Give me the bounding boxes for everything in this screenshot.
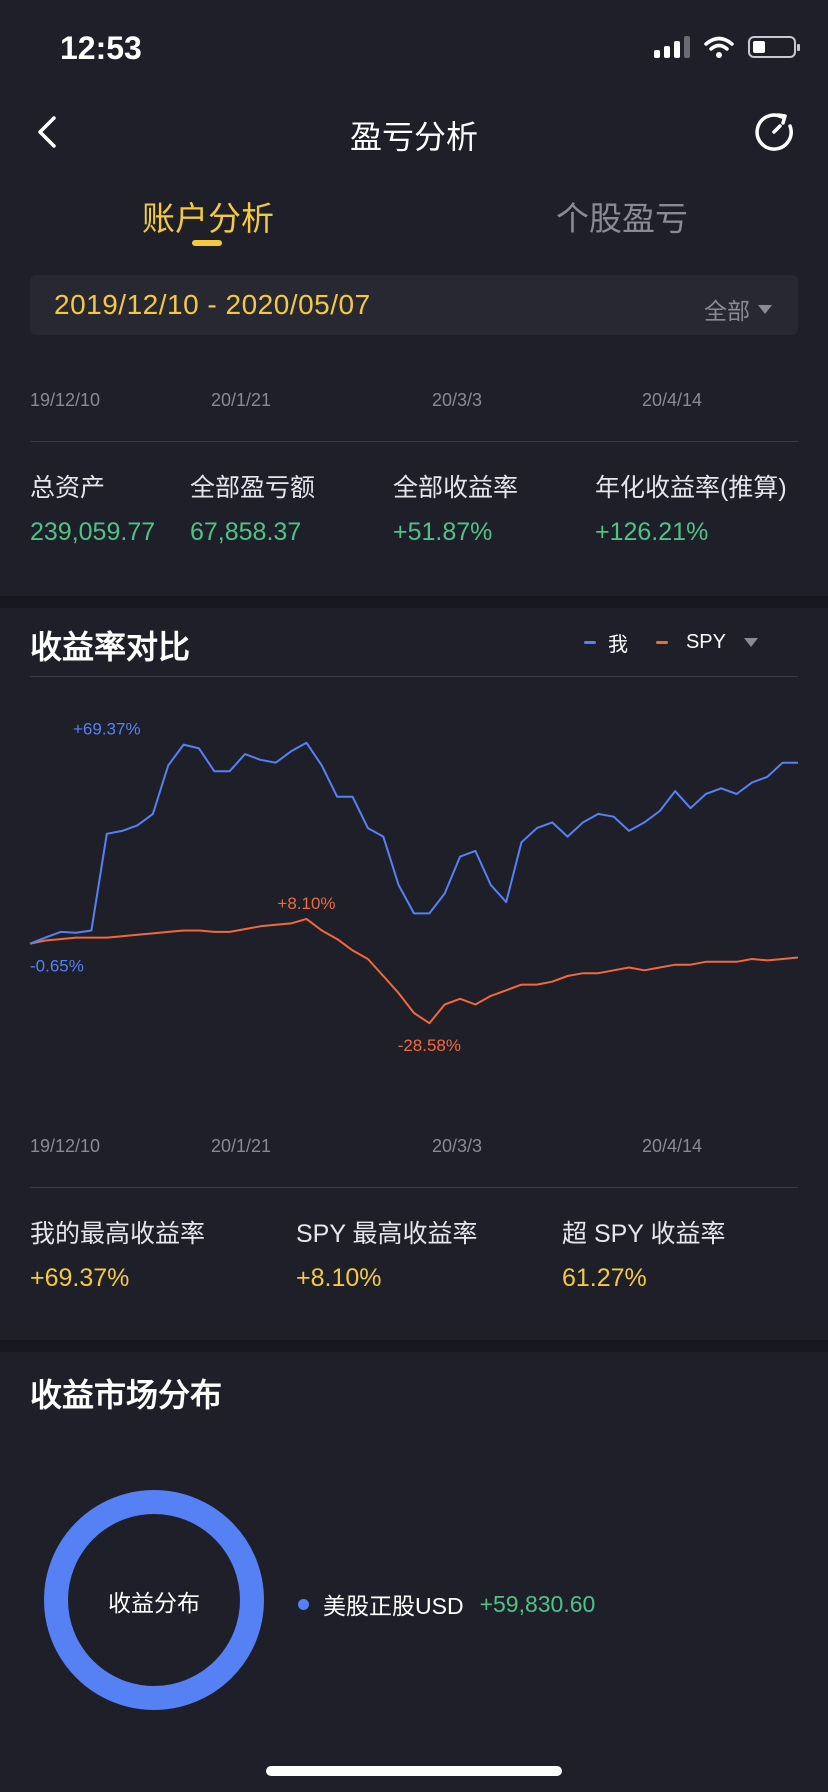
x-label: 20/3/3 (432, 390, 483, 410)
divider (30, 441, 798, 442)
return-comparison-chart: +69.37% -0.65% +8.10% -28.58% (29, 720, 799, 1055)
refresh-icon (755, 113, 793, 151)
legend-swatch (655, 641, 668, 644)
stat-spy-max-return: SPY 最高收益率 +8.10% (296, 1214, 478, 1293)
stat-label: 总资产 (30, 474, 106, 502)
stat-label: 全部盈亏额 (190, 474, 316, 502)
x-label: 20/4/14 (642, 1136, 703, 1156)
stat-total-pnl: 全部盈亏额 67,858.37 (190, 468, 315, 547)
stat-value: +8.10% (296, 1264, 382, 1292)
legend-swatch (583, 641, 596, 644)
chevron-left-icon (38, 116, 56, 148)
range-filter-dropdown[interactable]: 全部 (704, 292, 772, 326)
stat-value: +69.37% (30, 1264, 130, 1292)
data-label: -28.58% (398, 1036, 461, 1055)
stat-total-assets: 总资产 239,059.77 (30, 468, 155, 547)
wifi-icon (704, 36, 734, 58)
refresh-button[interactable] (752, 110, 796, 154)
x-label: 19/12/10 (30, 390, 101, 410)
distribution-item: 美股正股USD +59,830.60 (298, 1587, 595, 1621)
x-label: 20/1/21 (211, 390, 272, 410)
caret-down-icon (744, 638, 758, 647)
series-line-spy (29, 917, 799, 1025)
section-separator (0, 1340, 828, 1352)
stat-label: 超 SPY 收益率 (562, 1220, 726, 1248)
date-range-text: 2019/12/10 - 2020/05/07 (54, 289, 371, 320)
tab-stock-pnl[interactable]: 个股盈亏 (556, 200, 688, 237)
x-label: 20/1/21 (211, 1136, 272, 1156)
legend-item-mine: 我 (583, 628, 628, 657)
stat-total-return: 全部收益率 +51.87% (393, 468, 518, 547)
page-title: 盈亏分析 (349, 119, 478, 155)
date-range-bar[interactable]: 2019/12/10 - 2020/05/07 全部 (30, 275, 798, 335)
divider (30, 1187, 798, 1188)
data-label: +8.10% (277, 894, 335, 913)
x-label: 20/3/3 (432, 1136, 483, 1156)
stat-label: 年化收益率(推算) (595, 474, 787, 502)
cellular-signal-icon (654, 36, 690, 58)
stat-value: 67,858.37 (190, 518, 302, 546)
donut-center-label: 收益分布 (108, 1590, 200, 1616)
stat-label: 全部收益率 (393, 474, 519, 502)
status-icons (654, 36, 800, 58)
account-chart-x-labels: 19/12/10 20/1/21 20/3/3 20/4/14 (30, 390, 798, 414)
benchmark-dropdown[interactable]: SPY (655, 631, 758, 654)
back-button[interactable] (28, 108, 68, 156)
legend-label: SPY (685, 631, 726, 653)
x-label: 20/4/14 (642, 390, 703, 410)
battery-icon (748, 36, 800, 58)
caret-down-icon (758, 304, 772, 314)
stat-label: 我的最高收益率 (30, 1220, 206, 1248)
legend-label: 我 (607, 634, 628, 656)
stat-value: 239,059.77 (30, 518, 156, 546)
active-tab-indicator (192, 240, 222, 246)
stat-value: +51.87% (393, 518, 493, 546)
chart-legend: 我 SPY (583, 628, 758, 657)
series-line-mine (29, 741, 798, 945)
distribution-value: +59,830.60 (479, 1590, 596, 1617)
distribution-title: 收益市场分布 (30, 1377, 223, 1413)
stat-value: +126.21% (595, 518, 709, 546)
stat-annualized-return: 年化收益率(推算) +126.21% (595, 468, 787, 547)
home-indicator (266, 1766, 562, 1776)
divider (30, 676, 798, 677)
x-label: 19/12/10 (30, 1136, 101, 1156)
data-label: +69.37% (73, 720, 141, 739)
comparison-chart-x-labels: 19/12/10 20/1/21 20/3/3 20/4/14 (30, 1136, 798, 1160)
range-filter-label: 全部 (704, 298, 750, 324)
comparison-title: 收益率对比 (30, 629, 191, 665)
stat-label: SPY 最高收益率 (296, 1220, 478, 1248)
tab-account-analysis[interactable]: 账户分析 (142, 200, 274, 237)
distribution-name: 美股正股USD (323, 1593, 464, 1619)
distribution-dot (298, 1598, 309, 1610)
section-separator (0, 596, 828, 608)
data-label: -0.65% (30, 957, 84, 976)
stat-my-max-return: 我的最高收益率 +69.37% (30, 1214, 205, 1293)
stat-value: 61.27% (562, 1264, 647, 1292)
stat-excess-return: 超 SPY 收益率 61.27% (562, 1214, 725, 1293)
status-time: 12:53 (60, 30, 142, 66)
